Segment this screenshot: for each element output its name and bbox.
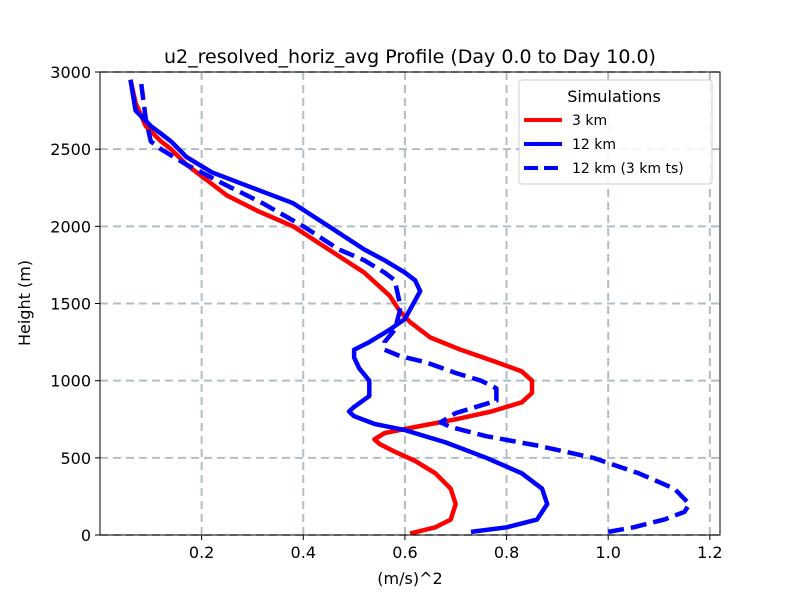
y-tick-label: 2500 [50,140,91,159]
y-tick-label: 500 [60,449,91,468]
axis-ticks: 0.2 0.4 0.6 0.8 1.0 1.2 0 500 1000 1500 2000 2500 30… [50,63,722,562]
x-tick-label: 0.8 [494,543,519,562]
y-tick-label: 1500 [50,295,91,314]
y-axis-title: Height (m) [15,260,34,346]
x-axis-title: (m/s)^2 [377,569,442,588]
series-line-3km [128,79,535,536]
y-tick-label: 0 [81,526,91,545]
x-tick-label: 1.2 [697,543,722,562]
x-tick-label: 1.0 [595,543,620,562]
series-line-12km [128,79,550,535]
legend-box [518,79,713,185]
y-tick-label: 3000 [50,63,91,82]
legend-label-12km: 12 km [572,137,616,153]
x-tick-label: 0.6 [392,543,417,562]
legend-label-3km: 3 km [572,113,607,129]
y-tick-label: 2000 [50,217,91,236]
series-layer [128,79,692,536]
chart-title: u2_resolved_horiz_avg Profile (Day 0.0 t… [164,46,656,68]
legend-title: Simulations [567,87,661,106]
x-tick-label: 0.4 [291,543,316,562]
legend-label-12km-3km-ts: 12 km (3 km ts) [572,161,684,177]
x-tick-label: 0.2 [189,543,214,562]
y-tick-label: 1000 [50,372,91,391]
legend: Simulations 3 km 12 km 12 km (3 km ts) [518,79,713,185]
series-line-12km-3km-ts [138,79,692,535]
